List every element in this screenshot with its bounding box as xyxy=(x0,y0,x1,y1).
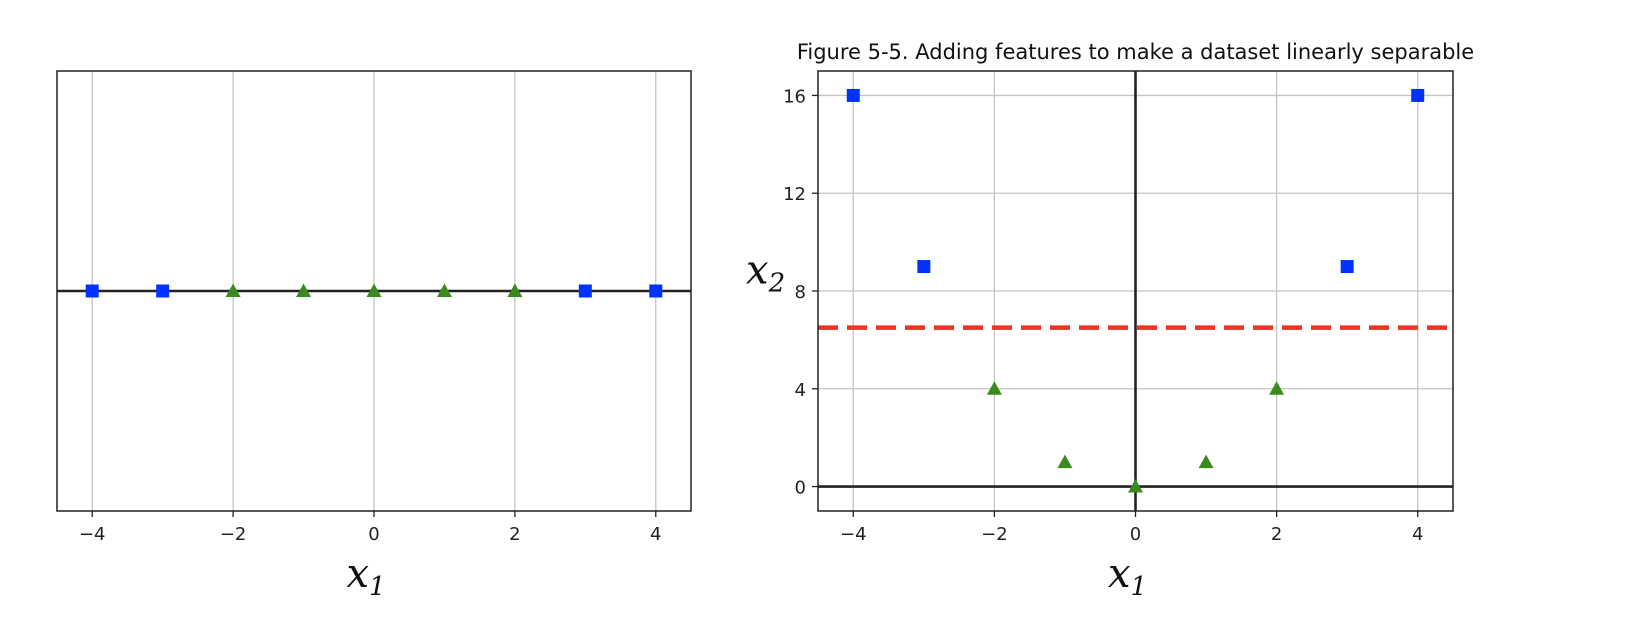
x-tick-label: 2 xyxy=(509,524,520,545)
x-axis-label-sub: 1 xyxy=(1131,572,1148,602)
x-axis-label-base: x xyxy=(346,551,369,597)
green-triangle-point xyxy=(507,283,523,297)
y-axis-label-sub: 2 xyxy=(768,269,786,299)
x-tick-label: 2 xyxy=(1271,524,1282,545)
green-triangle-point xyxy=(1269,381,1285,395)
green-triangle-point xyxy=(986,381,1002,395)
blue-square-point xyxy=(1340,260,1354,274)
x-tick-label: −4 xyxy=(79,524,106,545)
left-panel: −4 −2 0 2 4 x1 xyxy=(56,70,692,602)
blue-square-point xyxy=(578,284,592,298)
x-axis-label: x1 xyxy=(346,551,385,602)
y-axis-label-base: x xyxy=(746,248,769,294)
y-tick-label: 12 xyxy=(783,184,806,205)
x-tick-label: −2 xyxy=(220,524,247,545)
green-triangle-point xyxy=(1128,479,1143,493)
blue-square-point xyxy=(1411,88,1425,102)
green-triangle-point xyxy=(1198,454,1214,469)
x-tick-label: −2 xyxy=(981,524,1008,545)
y-tick-label: 0 xyxy=(795,478,806,499)
x-tick-label: 0 xyxy=(368,524,379,545)
y-tick-label: 16 xyxy=(783,86,806,107)
blue-square-point xyxy=(156,284,170,298)
green-triangle-point xyxy=(225,283,241,297)
green-triangle-point xyxy=(296,283,312,297)
y-tick-label: 8 xyxy=(795,282,806,303)
x-axis-label-base: x xyxy=(1108,551,1131,597)
x-axis-label-sub: 1 xyxy=(369,572,386,602)
blue-square-point xyxy=(917,260,931,274)
right-panel: Figure 5-5. Adding features to make a da… xyxy=(746,40,1474,602)
green-triangle-point xyxy=(436,283,452,297)
x-tick-label: 4 xyxy=(1412,524,1423,545)
y-tick-label: 4 xyxy=(795,380,806,401)
x-tick-label: −4 xyxy=(840,524,867,545)
chart-title: Figure 5-5. Adding features to make a da… xyxy=(797,40,1474,64)
y-axis-label: x2 xyxy=(746,248,785,299)
x-tick-label: 0 xyxy=(1130,524,1141,545)
x-axis-label: x1 xyxy=(1108,551,1147,602)
blue-square-point xyxy=(846,88,860,102)
blue-square-point xyxy=(85,284,99,298)
blue-square-point xyxy=(649,284,663,298)
x-tick-label: 4 xyxy=(650,524,661,545)
green-triangle-point xyxy=(366,283,382,297)
green-triangle-point xyxy=(1057,454,1073,469)
